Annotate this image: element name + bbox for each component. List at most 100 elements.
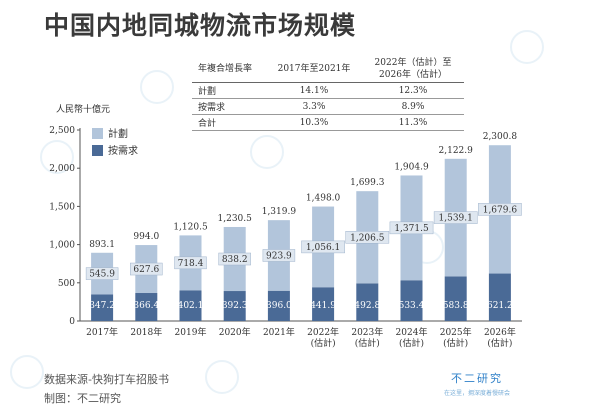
data-label-ondemand: 583.8 [443, 301, 469, 311]
brand-slogan: 在这里，拥深度着慢研会 [443, 390, 510, 397]
data-label-total: 2,300.8 [483, 132, 518, 142]
data-label-box [85, 267, 119, 280]
watermark-logo [140, 70, 174, 104]
bar-ondemand [312, 287, 335, 321]
cagr-cell: 14.1% [266, 82, 362, 99]
table-row: 合計 10.3% 11.3% [192, 114, 464, 131]
bar-ondemand [223, 291, 246, 321]
data-label-box [174, 256, 207, 270]
legend-swatch-ondemand [92, 145, 103, 156]
bar-ondemand [267, 290, 290, 321]
bar-ondemand [400, 280, 423, 321]
x-tick-label: (估計) [399, 337, 424, 349]
data-label-ondemand: 396.0 [266, 301, 292, 311]
x-tick-label: (估計) [311, 337, 336, 349]
bar-ondemand [356, 283, 379, 321]
data-label-total: 893.1 [89, 240, 115, 250]
x-tick-label: (估計) [443, 337, 468, 349]
watermark-logo [510, 30, 544, 64]
x-tick-label: 2026年 [484, 326, 516, 338]
y-tick-label: 2,000 [49, 164, 75, 174]
bar-ondemand [488, 273, 511, 321]
watermark-logo [250, 135, 284, 169]
cagr-cell: 11.3% [362, 114, 464, 131]
x-tick-label: 2018年 [130, 326, 162, 338]
data-label-planned: 718.4 [178, 259, 204, 269]
source-note: 数据来源-快狗打车招股书 [44, 373, 169, 386]
cagr-row-label: 按需求 [192, 98, 266, 115]
page-title: 中国内地同城物流市场规模 [44, 11, 357, 40]
data-label-planned: 627.6 [133, 265, 159, 275]
x-tick-label: (估計) [355, 337, 380, 349]
x-tick-label: 2025年 [440, 326, 472, 338]
data-label-box [262, 249, 296, 262]
data-label-ondemand: 402.1 [178, 301, 204, 311]
x-tick-label: 2019年 [175, 326, 207, 338]
x-tick-label: 2021年 [263, 326, 295, 338]
cagr-cell: 12.3% [362, 82, 464, 99]
x-tick-label: (估計) [487, 337, 512, 349]
data-label-planned: 545.9 [89, 270, 115, 280]
y-tick-label: 2,500 [49, 126, 75, 136]
data-label-planned: 923.9 [266, 251, 292, 261]
y-axis-label: 人民幣十億元 [56, 103, 110, 115]
data-label-planned: 1,056.1 [306, 243, 340, 253]
data-label-box [301, 240, 345, 254]
data-label-planned: 1,539.1 [439, 214, 473, 224]
brand-name: 不二研究 [451, 372, 503, 385]
cagr-row-label: 計劃 [192, 82, 266, 99]
data-label-planned: 1,679.6 [483, 205, 518, 215]
y-tick-label: 1,000 [49, 241, 75, 251]
data-label-planned: 838.2 [222, 255, 248, 265]
data-label-box [345, 231, 390, 244]
legend-label-planned: 計劃 [108, 127, 128, 140]
cagr-header-row: 年複合增長率 2017年至2021年 2022年（估計）至2026年（估計） [192, 56, 464, 83]
x-tick-label: 2020年 [219, 326, 251, 338]
data-label-total: 1,498.0 [306, 194, 341, 204]
data-label-ondemand: 441.9 [310, 301, 336, 311]
data-label-total: 1,904.9 [394, 162, 429, 172]
data-label-ondemand: 392.3 [222, 301, 248, 311]
cagr-header-2022-2026: 2022年（估計）至2026年（估計） [362, 56, 464, 83]
bar-ondemand [444, 276, 467, 321]
y-tick-label: 1,500 [49, 202, 75, 212]
cagr-cell: 3.3% [266, 98, 362, 115]
cagr-cell: 8.9% [362, 98, 464, 115]
data-label-planned: 1,206.5 [350, 233, 385, 243]
data-label-ondemand: 366.4 [133, 301, 159, 311]
data-label-total: 1,230.5 [218, 214, 253, 224]
legend-label-ondemand: 按需求 [108, 144, 138, 157]
data-label-total: 1,120.5 [173, 222, 208, 232]
data-label-ondemand: 492.8 [354, 301, 380, 311]
legend-swatch-planned [92, 128, 103, 139]
credit-note: 制图：不二研究 [44, 392, 121, 405]
data-label-ondemand: 621.2 [487, 301, 513, 311]
data-label-total: 1,319.9 [262, 207, 297, 217]
data-label-ondemand: 533.4 [399, 301, 425, 311]
y-tick-label: 500 [58, 279, 75, 289]
watermark-logo [205, 360, 239, 394]
data-label-total: 994.0 [133, 232, 159, 242]
data-label-ondemand: 347.2 [89, 301, 115, 311]
data-label-box [478, 203, 522, 216]
bar-ondemand [135, 293, 158, 321]
data-label-box [433, 211, 478, 224]
x-tick-label: 2024年 [396, 326, 428, 338]
watermark-logo [10, 355, 44, 389]
watermark-logo [40, 140, 74, 174]
table-row: 計劃 14.1% 12.3% [192, 82, 464, 99]
bar-ondemand [179, 290, 202, 321]
brand-logo: 不二研究 在这里，拥深度着慢研会 [432, 370, 522, 400]
x-tick-label: 2022年 [307, 326, 339, 338]
cagr-table: 年複合增長率 2017年至2021年 2022年（估計）至2026年（估計） 計… [192, 56, 464, 131]
cagr-header-label: 年複合增長率 [192, 56, 266, 83]
table-row: 按需求 3.3% 8.9% [192, 98, 464, 115]
data-label-box [218, 252, 251, 266]
y-tick-label: 0 [69, 317, 75, 327]
data-label-box [130, 262, 163, 276]
data-label-box [389, 221, 434, 235]
data-label-total: 1,699.3 [350, 178, 385, 188]
cagr-row-label: 合計 [192, 114, 266, 131]
data-label-planned: 1,371.5 [394, 224, 429, 234]
cagr-cell: 10.3% [266, 114, 362, 131]
